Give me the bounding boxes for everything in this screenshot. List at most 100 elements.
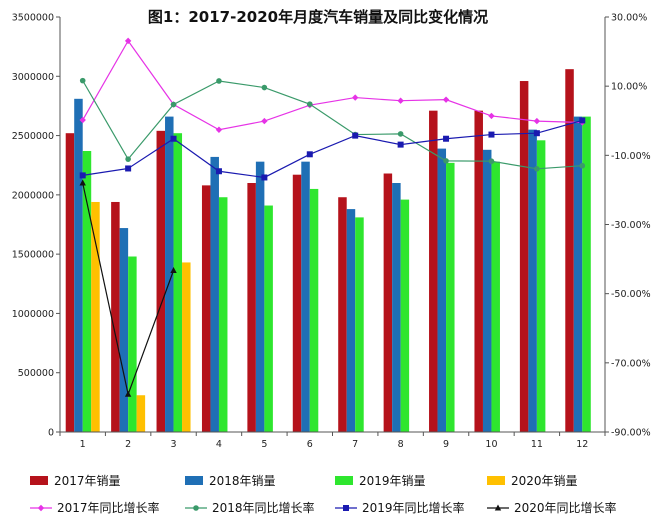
bar-1-4 bbox=[201, 185, 211, 432]
bar-3-8 bbox=[400, 199, 410, 432]
line-point-3-10 bbox=[488, 131, 495, 138]
line-point-3-3 bbox=[170, 135, 177, 142]
legend-label-line-1: 2017年同比增长率 bbox=[57, 500, 160, 515]
x-tick-label: 7 bbox=[352, 439, 358, 450]
x-tick-label: 2 bbox=[125, 439, 131, 450]
x-tick-label: 3 bbox=[171, 439, 177, 450]
y-right-tick-label: -70.00% bbox=[611, 358, 651, 369]
legend-marker-1 bbox=[37, 504, 45, 512]
legend-label-bar-2: 2018年销量 bbox=[209, 474, 276, 488]
bar-3-7 bbox=[355, 217, 364, 432]
bar-3-10 bbox=[491, 161, 500, 432]
bar-3-5 bbox=[264, 205, 273, 432]
bar-2-5 bbox=[255, 161, 265, 432]
y-right-tick-label: -30.00% bbox=[611, 220, 651, 231]
legend-marker-2 bbox=[193, 505, 199, 511]
bar-4-3 bbox=[182, 262, 191, 432]
y-right-tick-label: -50.00% bbox=[611, 289, 651, 300]
line-point-3-2 bbox=[125, 165, 132, 172]
line-point-3-11 bbox=[533, 130, 540, 137]
line-point-2-10 bbox=[488, 158, 495, 165]
line-point-4-3 bbox=[170, 266, 177, 273]
bar-2-11 bbox=[528, 129, 537, 432]
bar-2-12 bbox=[573, 116, 583, 432]
bar-3-1 bbox=[82, 150, 92, 433]
legend-swatch-bar-4 bbox=[487, 476, 505, 485]
line-point-2-6 bbox=[306, 101, 313, 107]
bar-1-3 bbox=[156, 130, 166, 432]
line-marks bbox=[79, 37, 586, 397]
line-point-1-2 bbox=[124, 37, 132, 45]
line-point-3-8 bbox=[397, 141, 404, 148]
bar-1-10 bbox=[474, 110, 483, 433]
axes: 0 500000 1000000 1500000 2000000 2500000 30000… bbox=[12, 13, 651, 451]
x-tick-label: 6 bbox=[307, 439, 313, 450]
y-right-tick-label: -10.00% bbox=[611, 151, 651, 162]
line-point-1-1 bbox=[79, 116, 86, 124]
y-left-tick-label: 1000000 bbox=[12, 309, 54, 320]
line-point-2-9 bbox=[443, 158, 449, 164]
bar-1-12 bbox=[565, 69, 574, 433]
y-left-tick-label: 1500000 bbox=[12, 250, 54, 261]
line-point-2-3 bbox=[170, 101, 177, 108]
x-tick-label: 10 bbox=[485, 439, 497, 450]
bar-2-2 bbox=[119, 228, 129, 432]
x-tick-label: 1 bbox=[80, 439, 86, 450]
y-left-tick-label: 3500000 bbox=[12, 13, 54, 24]
legend-label-bar-1: 2017年销量 bbox=[54, 474, 121, 488]
x-tick-label: 4 bbox=[216, 439, 222, 450]
y-left-tick-label: 3000000 bbox=[12, 72, 54, 83]
bar-3-11 bbox=[536, 140, 546, 432]
bar-1-7 bbox=[338, 197, 347, 432]
line-point-1-10 bbox=[488, 112, 495, 120]
x-tick-label: 5 bbox=[261, 439, 267, 450]
legend: 2017年销量 2018年销量 2019年销量 2020年销量 2017年同比增长率 20… bbox=[30, 474, 617, 515]
legend-marker-3 bbox=[343, 505, 349, 511]
bar-1-6 bbox=[292, 174, 302, 432]
line-point-3-5 bbox=[261, 174, 268, 181]
bar-1-2 bbox=[111, 201, 120, 432]
line-point-2-1 bbox=[79, 77, 86, 84]
line-series-3 bbox=[82, 119, 583, 179]
bar-1-8 bbox=[383, 173, 393, 432]
bar-3-6 bbox=[309, 188, 319, 432]
line-point-2-8 bbox=[397, 131, 404, 137]
line-point-1-8 bbox=[397, 97, 404, 104]
line-point-3-1 bbox=[79, 172, 86, 179]
x-tick-label: 11 bbox=[531, 439, 543, 450]
legend-swatch-bar-3 bbox=[335, 476, 353, 485]
line-point-1-7 bbox=[352, 94, 359, 101]
bar-4-1 bbox=[91, 201, 100, 432]
line-point-2-4 bbox=[216, 78, 222, 84]
chart-title: 图1：2017-2020年月度汽车销量及同比变化情况 bbox=[148, 8, 488, 26]
y-left-tick-label: 2000000 bbox=[12, 190, 54, 201]
x-tick-label: 8 bbox=[398, 439, 404, 450]
bar-1-5 bbox=[247, 183, 256, 432]
legend-swatch-bar-1 bbox=[30, 476, 48, 485]
y-left-tick-label: 500000 bbox=[18, 368, 54, 379]
legend-label-line-3: 2019年同比增长率 bbox=[362, 500, 465, 515]
y-left-tick-label: 2500000 bbox=[12, 131, 54, 142]
bar-2-1 bbox=[74, 98, 83, 432]
y-right-tick-label: 30.00% bbox=[611, 13, 647, 24]
line-point-2-2 bbox=[125, 156, 131, 162]
line-point-1-5 bbox=[261, 117, 268, 125]
bar-2-7 bbox=[346, 209, 356, 432]
line-point-3-12 bbox=[579, 117, 586, 124]
legend-label-bar-3: 2019年销量 bbox=[359, 474, 426, 488]
legend-label-bar-4: 2020年销量 bbox=[511, 474, 578, 488]
bar-4-2 bbox=[136, 395, 146, 432]
line-point-2-11 bbox=[534, 166, 540, 172]
line-point-3-4 bbox=[215, 168, 222, 175]
line-point-3-9 bbox=[443, 135, 450, 142]
legend-label-line-2: 2018年同比增长率 bbox=[212, 500, 315, 515]
line-series-1 bbox=[82, 39, 583, 131]
bar-3-9 bbox=[446, 162, 455, 432]
y-right-tick-label: -90.00% bbox=[611, 428, 651, 439]
x-tick-label: 9 bbox=[443, 439, 449, 450]
line-point-4-2 bbox=[124, 390, 132, 397]
bar-3-3 bbox=[173, 133, 183, 432]
legend-marker-4 bbox=[494, 504, 502, 511]
bar-2-3 bbox=[165, 116, 174, 432]
